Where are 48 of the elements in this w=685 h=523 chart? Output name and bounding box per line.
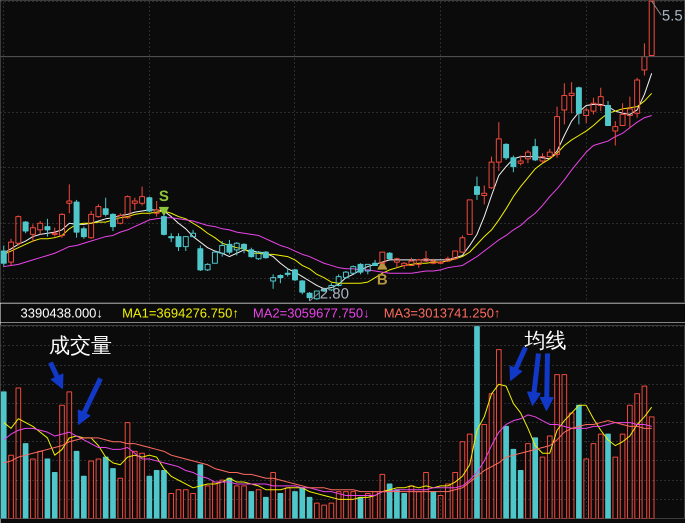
bar	[37, 450, 44, 518]
text: 5.5	[662, 8, 683, 25]
candlestick	[466, 199, 473, 235]
bar	[256, 489, 262, 518]
bar	[139, 452, 145, 518]
bar	[226, 478, 232, 518]
bar	[518, 470, 524, 518]
candlestick	[66, 184, 72, 214]
candlestick	[481, 184, 488, 205]
annotation: 2.80	[320, 286, 349, 303]
annotation: 均线	[524, 328, 566, 352]
text: 3390438.000↓	[20, 306, 103, 320]
text: MA3=3013741.250↑	[384, 306, 500, 320]
bar	[0, 391, 7, 518]
bar	[219, 480, 226, 518]
annotation: 成交量	[49, 334, 112, 358]
candlestick	[648, 0, 655, 56]
bar	[198, 464, 204, 518]
bar	[314, 502, 320, 518]
bar	[278, 493, 284, 518]
bar	[248, 491, 254, 518]
bar	[576, 404, 582, 518]
bar	[30, 458, 36, 518]
bar	[605, 434, 611, 518]
bar	[474, 326, 480, 518]
candlestick	[641, 42, 648, 76]
bar	[525, 443, 531, 518]
candlestick	[612, 120, 618, 146]
bar	[401, 493, 408, 518]
bar	[146, 476, 152, 518]
bar	[532, 437, 538, 518]
bar	[648, 416, 655, 518]
bar	[22, 443, 28, 518]
bar	[568, 412, 574, 518]
bar	[358, 496, 364, 518]
series-label: B	[376, 272, 388, 289]
bar	[270, 472, 276, 518]
bar	[430, 491, 436, 518]
text: MA2=3059677.750↓	[252, 306, 370, 320]
bar	[263, 496, 269, 518]
series-label: S	[158, 188, 169, 205]
bar	[466, 434, 473, 518]
candlestick	[0, 244, 7, 268]
bar	[284, 487, 291, 518]
text: MA1=3694276.750↑	[122, 306, 239, 320]
candlestick	[394, 257, 400, 268]
candlestick	[379, 252, 386, 264]
candlestick	[474, 176, 480, 200]
